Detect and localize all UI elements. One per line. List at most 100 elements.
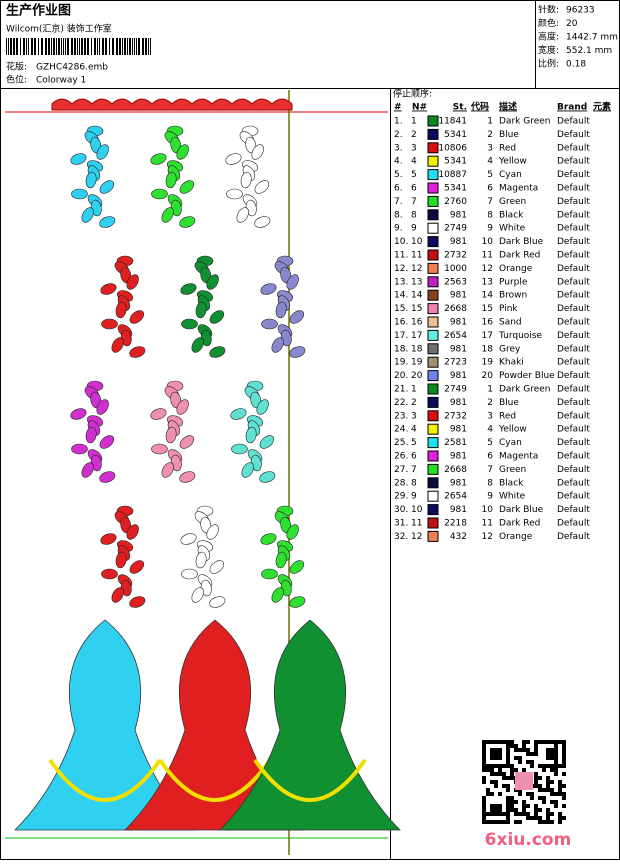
qr-module <box>546 780 550 784</box>
qr-module <box>514 768 518 772</box>
table-cell: 10887 <box>438 170 467 180</box>
qr-module <box>526 816 530 820</box>
qr-module <box>562 756 566 760</box>
table-cell: Default <box>557 277 590 287</box>
table-cell: Green <box>499 197 526 207</box>
bar-stripe <box>138 38 140 55</box>
qr-module <box>490 748 494 752</box>
table-cell: Dark Red <box>499 519 540 529</box>
qr-module <box>558 780 562 784</box>
leaf <box>181 318 198 330</box>
qr-module <box>542 740 546 744</box>
table-cell: 25. <box>394 438 408 448</box>
table-cell: 11 <box>411 251 422 261</box>
table-cell: 11 <box>411 519 422 529</box>
table-cell: 1. <box>394 117 403 127</box>
leaf <box>241 462 254 478</box>
qr-module <box>506 804 510 808</box>
qr-module <box>482 808 486 812</box>
table-header: St. <box>453 103 467 113</box>
qr-module <box>506 744 510 748</box>
table-cell: 17 <box>411 331 422 341</box>
leaf <box>101 568 118 580</box>
bar-stripe <box>23 38 25 55</box>
qr-module <box>510 764 514 768</box>
qr-module <box>534 780 538 784</box>
qr-module <box>502 772 506 776</box>
table-cell: 981 <box>450 505 467 515</box>
leaf <box>256 399 269 415</box>
color-swatch <box>427 423 439 435</box>
bar-stripe <box>97 38 98 55</box>
qr-module <box>538 816 542 820</box>
table-cell: Default <box>557 492 590 502</box>
qr-module <box>510 768 514 772</box>
table-cell: 5 <box>411 438 417 448</box>
qr-module <box>554 760 558 764</box>
table-cell: Default <box>557 371 590 381</box>
bar-stripe <box>34 38 36 55</box>
qr-module <box>562 816 566 820</box>
leaf <box>260 283 277 295</box>
bar-stripe <box>45 38 47 55</box>
qr-module <box>514 756 518 760</box>
table-cell: 12 <box>482 264 493 274</box>
qr-module <box>506 764 510 768</box>
qr-module <box>546 776 550 780</box>
qr-module <box>482 748 486 752</box>
leaf <box>271 587 284 603</box>
bar-stripe <box>20 38 21 55</box>
leaf <box>71 443 88 455</box>
bar-stripe <box>132 38 133 55</box>
qr-module <box>562 752 566 756</box>
leaf <box>259 471 276 483</box>
table-cell: 14 <box>411 291 423 301</box>
table-cell: 3 <box>487 143 493 153</box>
table-cell: Orange <box>499 264 533 274</box>
leaf <box>254 180 270 194</box>
leaf <box>96 399 109 415</box>
qr-module <box>522 808 526 812</box>
bar-stripe <box>87 38 89 55</box>
table-cell: 5341 <box>444 157 467 167</box>
leaf <box>261 568 278 580</box>
color-swatch <box>427 517 439 529</box>
qr-module <box>518 792 522 796</box>
table-cell: 32. <box>394 532 408 542</box>
table-cell: Black <box>499 478 524 488</box>
table-cell: 7 <box>411 465 417 475</box>
bar-stripe <box>145 38 147 55</box>
table-cell: 981 <box>450 291 467 301</box>
qr-module <box>498 804 502 808</box>
qr-module <box>502 740 506 744</box>
qr-module <box>550 788 554 792</box>
qr-module <box>546 788 550 792</box>
table-cell: 981 <box>450 371 467 381</box>
table-cell: 31. <box>394 519 408 529</box>
bar-stripe <box>79 38 80 55</box>
table-cell: 22. <box>394 398 408 408</box>
table-cell: Dark Red <box>499 251 540 261</box>
bar-stripe <box>91 38 92 55</box>
qr-module <box>534 748 538 752</box>
bar-stripe <box>150 38 151 55</box>
table-cell: 8 <box>411 210 417 220</box>
qr-module <box>562 740 566 744</box>
table-cell: 4. <box>394 157 403 167</box>
leaf <box>286 524 299 540</box>
qr-module <box>502 764 506 768</box>
color-swatch <box>427 370 439 382</box>
table-cell: Blue <box>499 398 519 408</box>
table-cell: 21. <box>394 385 408 395</box>
bar-stripe <box>6 38 7 55</box>
qr-module <box>506 740 510 744</box>
qr-module <box>550 748 554 752</box>
leaf <box>100 533 117 545</box>
leaf <box>230 408 247 420</box>
table-cell: 6 <box>487 184 493 194</box>
color-swatch <box>427 410 439 422</box>
leaf <box>165 171 177 189</box>
qr-module <box>490 752 494 756</box>
qr-module <box>490 792 494 796</box>
qr-module <box>554 804 558 808</box>
